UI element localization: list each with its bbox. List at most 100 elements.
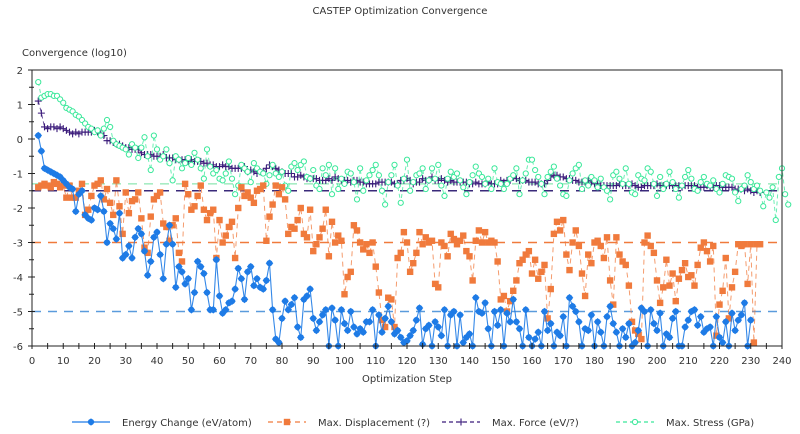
data-point-core	[413, 317, 420, 324]
data-point	[688, 175, 695, 182]
data-point	[710, 177, 717, 184]
data-point-core	[728, 310, 736, 317]
data-point-core	[200, 270, 207, 277]
data-point	[672, 297, 679, 305]
data-point	[457, 177, 464, 184]
data-point	[603, 234, 611, 241]
data-point	[94, 127, 101, 134]
data-point-core	[588, 311, 595, 319]
data-point	[616, 175, 623, 182]
data-point-core	[247, 263, 254, 270]
data-point	[350, 222, 358, 229]
data-point	[203, 146, 211, 153]
data-point	[322, 206, 329, 213]
x-tick-label: 200	[647, 356, 666, 367]
data-point	[463, 247, 470, 255]
data-point	[607, 196, 614, 203]
data-point	[603, 187, 611, 194]
data-point	[335, 232, 342, 239]
data-point	[166, 237, 173, 244]
data-point	[763, 189, 770, 196]
data-point	[535, 173, 542, 181]
data-point-core	[457, 311, 464, 319]
data-point-core	[407, 332, 414, 339]
data-point	[203, 216, 211, 224]
data-point	[56, 123, 64, 131]
data-point	[485, 175, 492, 182]
x-tick-label: 160	[522, 356, 541, 367]
data-point	[660, 284, 667, 291]
data-point-core	[672, 308, 679, 315]
data-point	[194, 156, 201, 163]
data-point-core	[310, 315, 317, 322]
data-point	[260, 182, 267, 189]
data-point	[594, 237, 601, 244]
data-point-core	[175, 263, 182, 270]
data-point-core	[160, 275, 167, 282]
data-point	[135, 154, 142, 162]
data-point	[556, 227, 564, 234]
data-point	[59, 125, 67, 133]
data-point	[278, 168, 286, 175]
data-point	[650, 180, 657, 187]
data-point	[197, 182, 204, 189]
data-point	[135, 189, 142, 196]
data-point	[375, 289, 383, 296]
data-point-core	[385, 303, 392, 310]
data-point	[110, 211, 117, 219]
y-axis-label: Convergence (log10)	[22, 48, 127, 59]
data-point	[625, 180, 632, 187]
data-point	[256, 185, 264, 193]
data-point-core	[572, 308, 579, 315]
data-point	[72, 194, 79, 201]
data-point-core	[191, 289, 198, 296]
data-point	[713, 332, 720, 339]
data-point	[741, 241, 748, 248]
data-point	[328, 176, 336, 184]
data-point	[275, 191, 283, 198]
data-point	[341, 180, 348, 187]
data-point	[538, 268, 545, 276]
data-point	[60, 182, 67, 189]
data-point-core	[432, 318, 439, 325]
data-point	[466, 253, 473, 260]
data-point	[372, 161, 379, 168]
data-point	[728, 284, 736, 291]
x-tick-label: 40	[151, 356, 164, 367]
data-point-core	[666, 334, 673, 341]
data-point	[69, 130, 77, 138]
data-point	[613, 234, 620, 241]
data-point	[225, 158, 232, 165]
data-point	[160, 153, 167, 160]
data-point	[397, 199, 404, 206]
series-max-stress-gpa	[35, 78, 792, 224]
data-point-core	[466, 330, 473, 338]
data-point-core	[263, 277, 270, 284]
data-point	[150, 196, 158, 203]
data-point-core	[594, 318, 601, 325]
data-point	[685, 166, 692, 174]
data-point	[722, 254, 729, 262]
data-point	[569, 239, 576, 246]
data-point-core	[694, 322, 701, 329]
data-point	[403, 239, 411, 246]
data-point	[203, 159, 211, 167]
data-point	[772, 216, 779, 224]
data-point	[294, 166, 301, 174]
data-point	[694, 187, 701, 194]
data-point	[285, 187, 292, 194]
data-point-core	[507, 318, 514, 325]
data-point	[475, 227, 483, 234]
data-point	[531, 178, 539, 186]
data-point-core	[635, 327, 642, 334]
data-point	[469, 277, 476, 284]
data-point	[75, 130, 83, 138]
data-point-core	[253, 275, 261, 282]
data-point-core	[494, 322, 501, 329]
data-point	[566, 177, 573, 184]
data-point	[297, 204, 304, 212]
data-point-core	[153, 229, 161, 236]
x-tick-label: 170	[554, 356, 573, 367]
data-point	[228, 218, 236, 225]
data-point-core	[128, 254, 136, 262]
